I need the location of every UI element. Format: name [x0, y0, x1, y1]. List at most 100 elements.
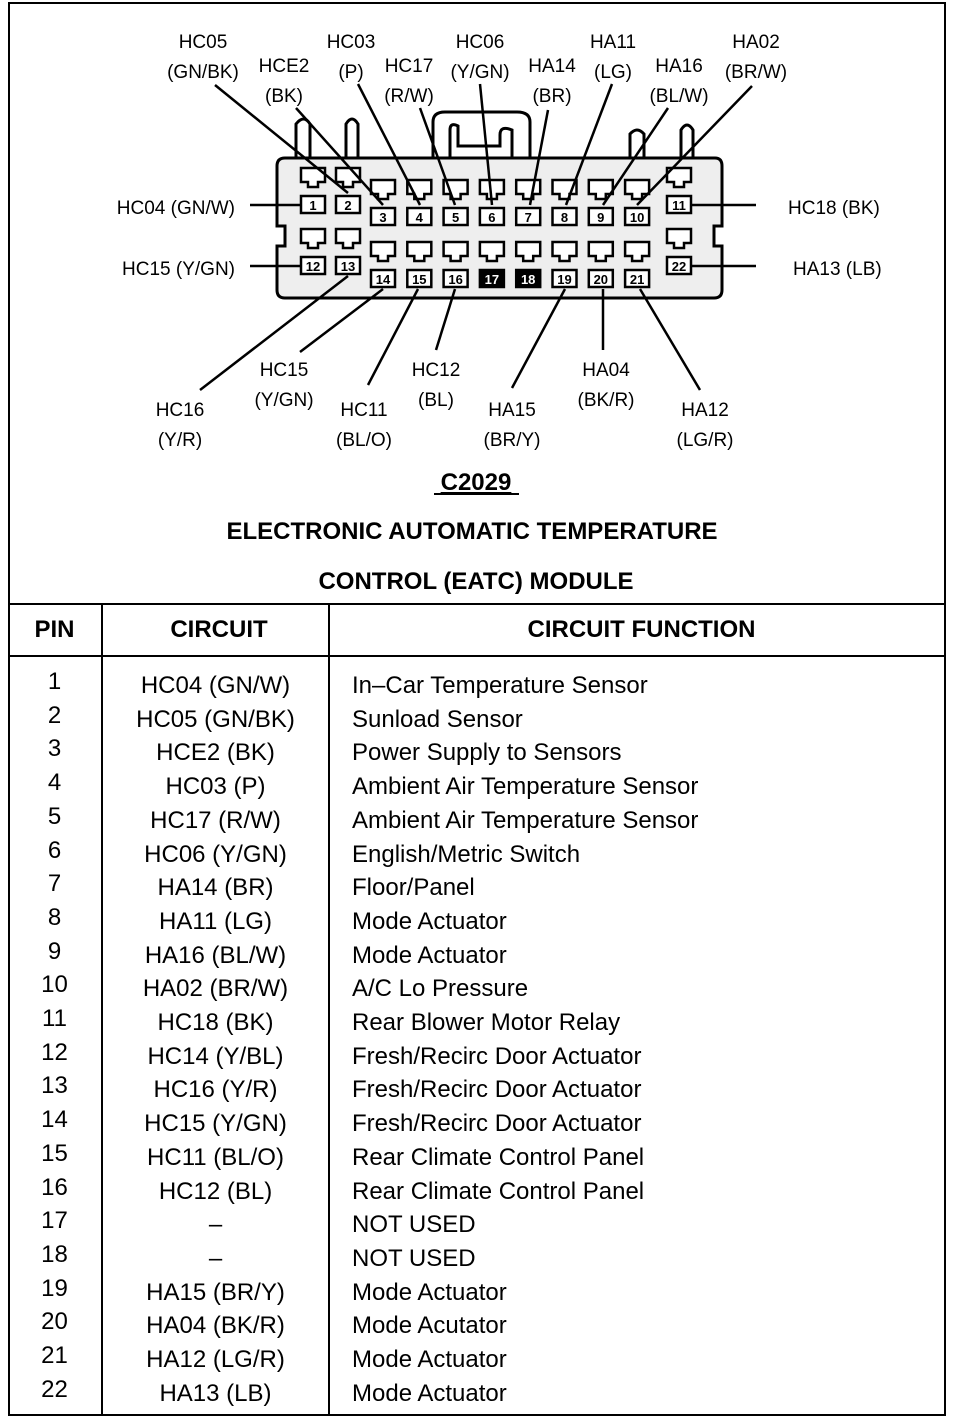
pin-table: PIN CIRCUIT CIRCUIT FUNCTION 1 HC04 (GN/W… — [8, 603, 946, 1416]
pin-box — [587, 268, 615, 289]
circuit-cell: HC15 (Y/GN) — [144, 1110, 287, 1138]
table-row: 6 HC06 (Y/GN) English/Metric Switch — [8, 837, 946, 875]
function-cell: NOT USED — [352, 1244, 476, 1272]
wire-labels: HC05 (GN/BK) HCE2 (BK) HC03 (P) HC17 (R/… — [117, 32, 882, 451]
label-hc15b-code: HC15 — [260, 360, 309, 381]
pin-cell: 15 — [41, 1139, 68, 1167]
terminal-cavity — [478, 178, 506, 201]
circuit-cell: HC14 (Y/BL) — [147, 1042, 284, 1070]
table-row: 12 HC14 (Y/BL) Fresh/Recirc Door Actuator — [8, 1039, 946, 1077]
module-title-line2: CONTROL (EATC) MODULE — [318, 568, 633, 595]
pin-17: 17 — [478, 240, 506, 289]
label-hc11-code: HC11 — [340, 400, 387, 421]
terminal-cavity — [623, 240, 651, 263]
label-ha04-color: (BK/R) — [578, 390, 635, 411]
circuit-cell: HA11 (LG) — [159, 907, 272, 935]
pin-cell: 9 — [47, 937, 62, 965]
label-hc06-color: (Y/GN) — [450, 62, 509, 83]
circuit-cell: HA13 (LB) — [159, 1379, 272, 1407]
pin-number: 14 — [376, 272, 391, 287]
label-hc18-side: HC18 (BK) — [788, 198, 880, 219]
table-row: 11 HC18 (BK) Rear Blower Motor Relay — [8, 1005, 946, 1043]
table-row: 4 HC03 (P) Ambient Air Temperature Sensor — [8, 769, 946, 807]
pin-cell: 8 — [47, 903, 62, 931]
function-cell: Sunload Sensor — [352, 705, 523, 733]
pin-number: 22 — [672, 259, 686, 274]
table-row: 7 HA14 (BR) Floor/Panel — [8, 870, 946, 908]
pin-number: 11 — [672, 198, 686, 213]
label-hce2-code: HCE2 — [259, 56, 310, 77]
pin-21: 21 — [623, 240, 651, 289]
function-cell: Mode Actuator — [352, 941, 507, 969]
terminal-cavity — [442, 240, 469, 263]
table-row: 22 HA13 (LB) Mode Actuator — [8, 1376, 946, 1414]
pin-cell: 21 — [41, 1342, 68, 1369]
pin-cell: 6 — [47, 836, 62, 864]
label-ha14-code: HA14 — [528, 56, 576, 77]
pin-11: 11 — [665, 166, 693, 215]
circuit-cell: HA02 (BR/W) — [142, 975, 289, 1003]
pin-19: 19 — [551, 240, 578, 289]
label-hc04-side: HC04 (GN/W) — [117, 198, 235, 219]
pin-4: 4 — [406, 178, 433, 227]
pin-cell: 20 — [41, 1308, 68, 1336]
label-hc17-code: HC17 — [385, 56, 434, 77]
pin-cell: 7 — [47, 870, 62, 898]
column-divider — [328, 603, 330, 1416]
table-row: 20 HA04 (BK/R) Mode Acutator — [8, 1308, 946, 1346]
terminal-cavity — [514, 240, 542, 263]
circuit-cell: HC11 (BL/O) — [147, 1143, 284, 1171]
pin-number: 9 — [597, 210, 604, 225]
pin-number: 20 — [594, 272, 608, 287]
function-cell: Power Supply to Sensors — [352, 739, 622, 767]
circuit-cell: HC16 (Y/R) — [153, 1076, 278, 1104]
pin-cell: 10 — [41, 971, 68, 999]
table-row: 17 – NOT USED — [8, 1207, 946, 1245]
table-row: 5 HC17 (R/W) Ambient Air Temperature Senso… — [8, 803, 946, 841]
pin-box — [334, 255, 362, 276]
circuit-cell: HC06 (Y/GN) — [144, 840, 287, 868]
pin-9: 9 — [587, 178, 615, 227]
label-hc12-color: (BL) — [418, 390, 454, 411]
circuit-cell: HC12 (BL) — [158, 1177, 273, 1205]
label-ha11-color: (LG) — [594, 62, 632, 83]
function-cell: Ambient Air Temperature Sensor — [352, 773, 699, 801]
pin-box — [334, 194, 362, 215]
label-ha14-color: (BR) — [532, 86, 571, 107]
pin-14: 14 — [369, 240, 397, 289]
label-ha12-code: HA12 — [681, 400, 729, 421]
header-circuit: CIRCUIT — [170, 616, 268, 643]
label-ha04-code: HA04 — [582, 360, 630, 381]
pin-8: 8 — [551, 178, 578, 227]
pin-cell: 3 — [47, 735, 62, 763]
label-hc12-code: HC12 — [412, 360, 461, 381]
terminal-cavity — [587, 240, 615, 263]
pin-cell: 1 — [47, 668, 62, 695]
function-cell: Mode Actuator — [352, 907, 507, 935]
function-cell: English/Metric Switch — [352, 840, 581, 868]
pin-box — [406, 206, 433, 227]
pin-number: 21 — [630, 272, 644, 287]
pin-number: 4 — [416, 210, 424, 225]
pin-number: 1 — [309, 198, 316, 213]
table-row: 1 HC04 (GN/W) In–Car Temperature Sensor — [8, 668, 946, 706]
pin-number: 16 — [448, 272, 462, 287]
table-row: 2 HC05 (GN/BK) Sunload Sensor — [8, 702, 946, 740]
circuit-cell: HC17 (R/W) — [150, 806, 281, 834]
pin-box — [369, 268, 397, 289]
pin-cell: 12 — [41, 1038, 68, 1066]
pin-cell: 19 — [41, 1274, 68, 1302]
module-title-line1: ELECTRONIC AUTOMATIC TEMPERATURE — [226, 518, 717, 545]
pin-number: 12 — [306, 259, 320, 274]
circuit-cell: HA12 (LG/R) — [146, 1346, 285, 1373]
function-cell: Rear Climate Control Panel — [352, 1143, 645, 1171]
pin-box — [623, 268, 651, 289]
pin-box — [369, 206, 397, 227]
pin-box — [623, 206, 651, 227]
leader-lines — [199, 83, 756, 391]
pin-box — [442, 268, 469, 289]
pin-22: 22 — [665, 227, 693, 276]
function-cell: Floor/Panel — [352, 874, 475, 902]
pin-cell: 14 — [41, 1106, 68, 1134]
